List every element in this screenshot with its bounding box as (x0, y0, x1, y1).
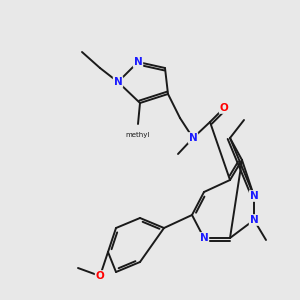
Text: N: N (250, 191, 258, 201)
Text: O: O (220, 103, 228, 113)
Text: O: O (96, 271, 104, 281)
Text: methyl: methyl (126, 132, 150, 138)
Text: N: N (114, 77, 122, 87)
Text: N: N (200, 233, 208, 243)
Text: N: N (189, 133, 197, 143)
Text: N: N (250, 215, 258, 225)
Text: N: N (134, 57, 142, 67)
